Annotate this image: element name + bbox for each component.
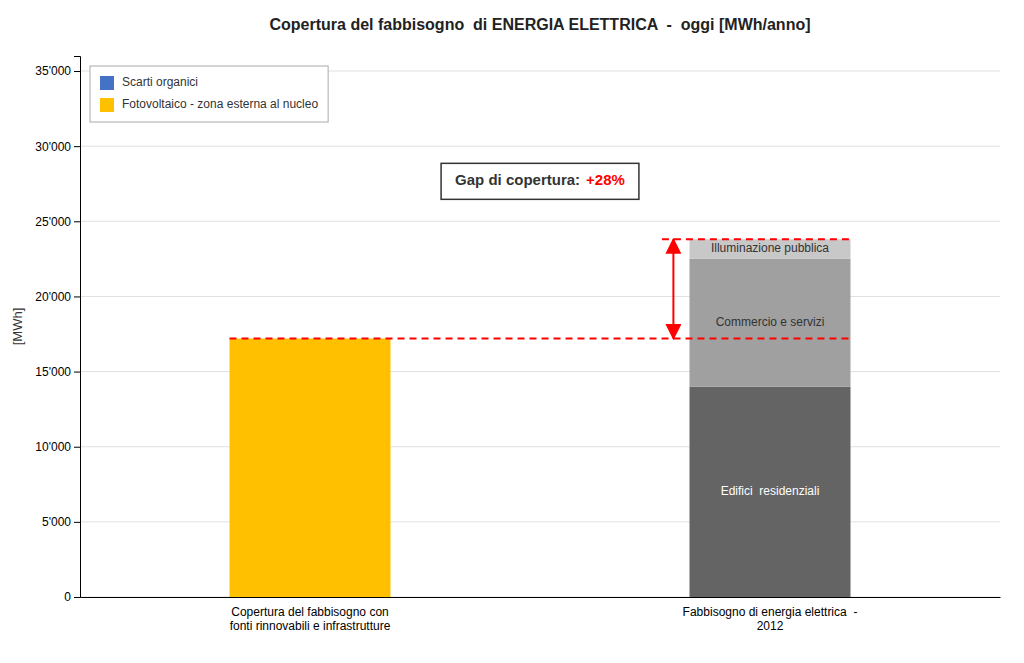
tick: 0 — [64, 590, 80, 604]
gap-box-frame — [441, 163, 639, 199]
gap-line-high — [662, 238, 851, 240]
tick: 15'000 — [35, 365, 80, 379]
title: Copertura del fabbisogno di ENERGIA ELET… — [270, 16, 811, 33]
tick-mark — [74, 522, 80, 523]
tick: 30'000 — [35, 140, 80, 154]
grid-line — [80, 221, 1000, 222]
gap-line-low — [230, 338, 851, 340]
marks — [230, 239, 851, 597]
y-axis-title: [MWh] — [10, 308, 25, 346]
gap-box: Gap di copertura: +28% — [441, 163, 639, 199]
tick-label: 25'000 — [35, 215, 71, 229]
bar — [690, 387, 851, 597]
y-axis: 0 5'000 10'000 15'000 20'000 25'000 30'000 35'0… — [35, 57, 80, 605]
axis-line — [74, 57, 81, 598]
tick-label: 10'000 — [35, 440, 71, 454]
texts: Gap di copertura: +28% Edifici residenzial… — [441, 163, 829, 498]
tick-mark — [74, 447, 80, 448]
grid-line — [80, 371, 1000, 372]
tick-mark — [74, 221, 80, 222]
tick: Copertura del fabbisogno confonti rinnov… — [230, 605, 391, 633]
legend-swatch — [100, 98, 114, 112]
legend-label: Scarti organici — [122, 75, 198, 89]
tick-label: 35'000 — [35, 64, 71, 78]
plot: 0 5'000 10'000 15'000 20'000 25'000 30'000 35'0… — [35, 57, 1000, 633]
tick: Fabbisogno di energia elettrica -2012 — [683, 605, 858, 633]
legend: Scarti organici Fotovoltaico - zona ester… — [90, 66, 328, 122]
segment-label: Illuminazione pubblica — [711, 241, 829, 255]
tick-label: Copertura del fabbisogno confonti rinnov… — [230, 605, 391, 633]
tick-mark — [74, 296, 80, 297]
axis-line — [81, 597, 1001, 598]
tick-label: 15'000 — [35, 365, 71, 379]
tick-label: 30'000 — [35, 140, 71, 154]
grid-line — [80, 296, 1000, 297]
tick: 20'000 — [35, 290, 80, 304]
legend-swatch — [100, 76, 114, 90]
legend-frame — [90, 66, 328, 122]
tick-label: 20'000 — [35, 290, 71, 304]
segment-label: Commercio e servizi — [716, 315, 825, 329]
tick-mark — [74, 146, 80, 147]
grid-line — [80, 521, 1000, 522]
tick-mark — [74, 71, 80, 72]
tick-label-line: 2012 — [757, 619, 784, 633]
tick: 10'000 — [35, 440, 80, 454]
tick-label: 0 — [64, 590, 71, 604]
legend-entry: Scarti organici — [100, 75, 198, 90]
tick: 5'000 — [42, 515, 80, 529]
grid-line — [80, 446, 1000, 447]
bar — [230, 339, 391, 597]
tick-label-line: Fabbisogno di energia elettrica - — [683, 605, 858, 619]
bar — [690, 239, 851, 259]
legend-label: Fotovoltaico - zona esterna al nucleo — [122, 97, 318, 111]
grid — [80, 71, 1000, 597]
grid-line — [80, 597, 1000, 598]
gap-value: +28% — [586, 171, 625, 188]
chart: 0 5'000 10'000 15'000 20'000 25'000 30'000 35'0… — [0, 0, 1024, 663]
tick: 35'000 — [35, 64, 80, 78]
tick-mark — [74, 597, 80, 598]
tick-label-line: fonti rinnovabili e infrastrutture — [230, 619, 391, 633]
tick: 25'000 — [35, 215, 80, 229]
segment-label: Edifici residenziali — [721, 484, 820, 498]
gap-text: Gap di copertura: — [455, 171, 580, 188]
x-axis: Copertura del fabbisogno confonti rinnov… — [81, 598, 1001, 633]
gap-arrow — [672, 239, 674, 338]
tick-label: 5'000 — [42, 515, 71, 529]
legend-entry: Fotovoltaico - zona esterna al nucleo — [100, 97, 318, 112]
tick-label-line: Copertura del fabbisogno con — [231, 605, 388, 619]
gap-annotation — [230, 239, 851, 338]
grid-line — [80, 146, 1000, 147]
tick-mark — [74, 372, 80, 373]
tick-label: Fabbisogno di energia elettrica -2012 — [683, 605, 858, 633]
bar — [690, 259, 851, 387]
